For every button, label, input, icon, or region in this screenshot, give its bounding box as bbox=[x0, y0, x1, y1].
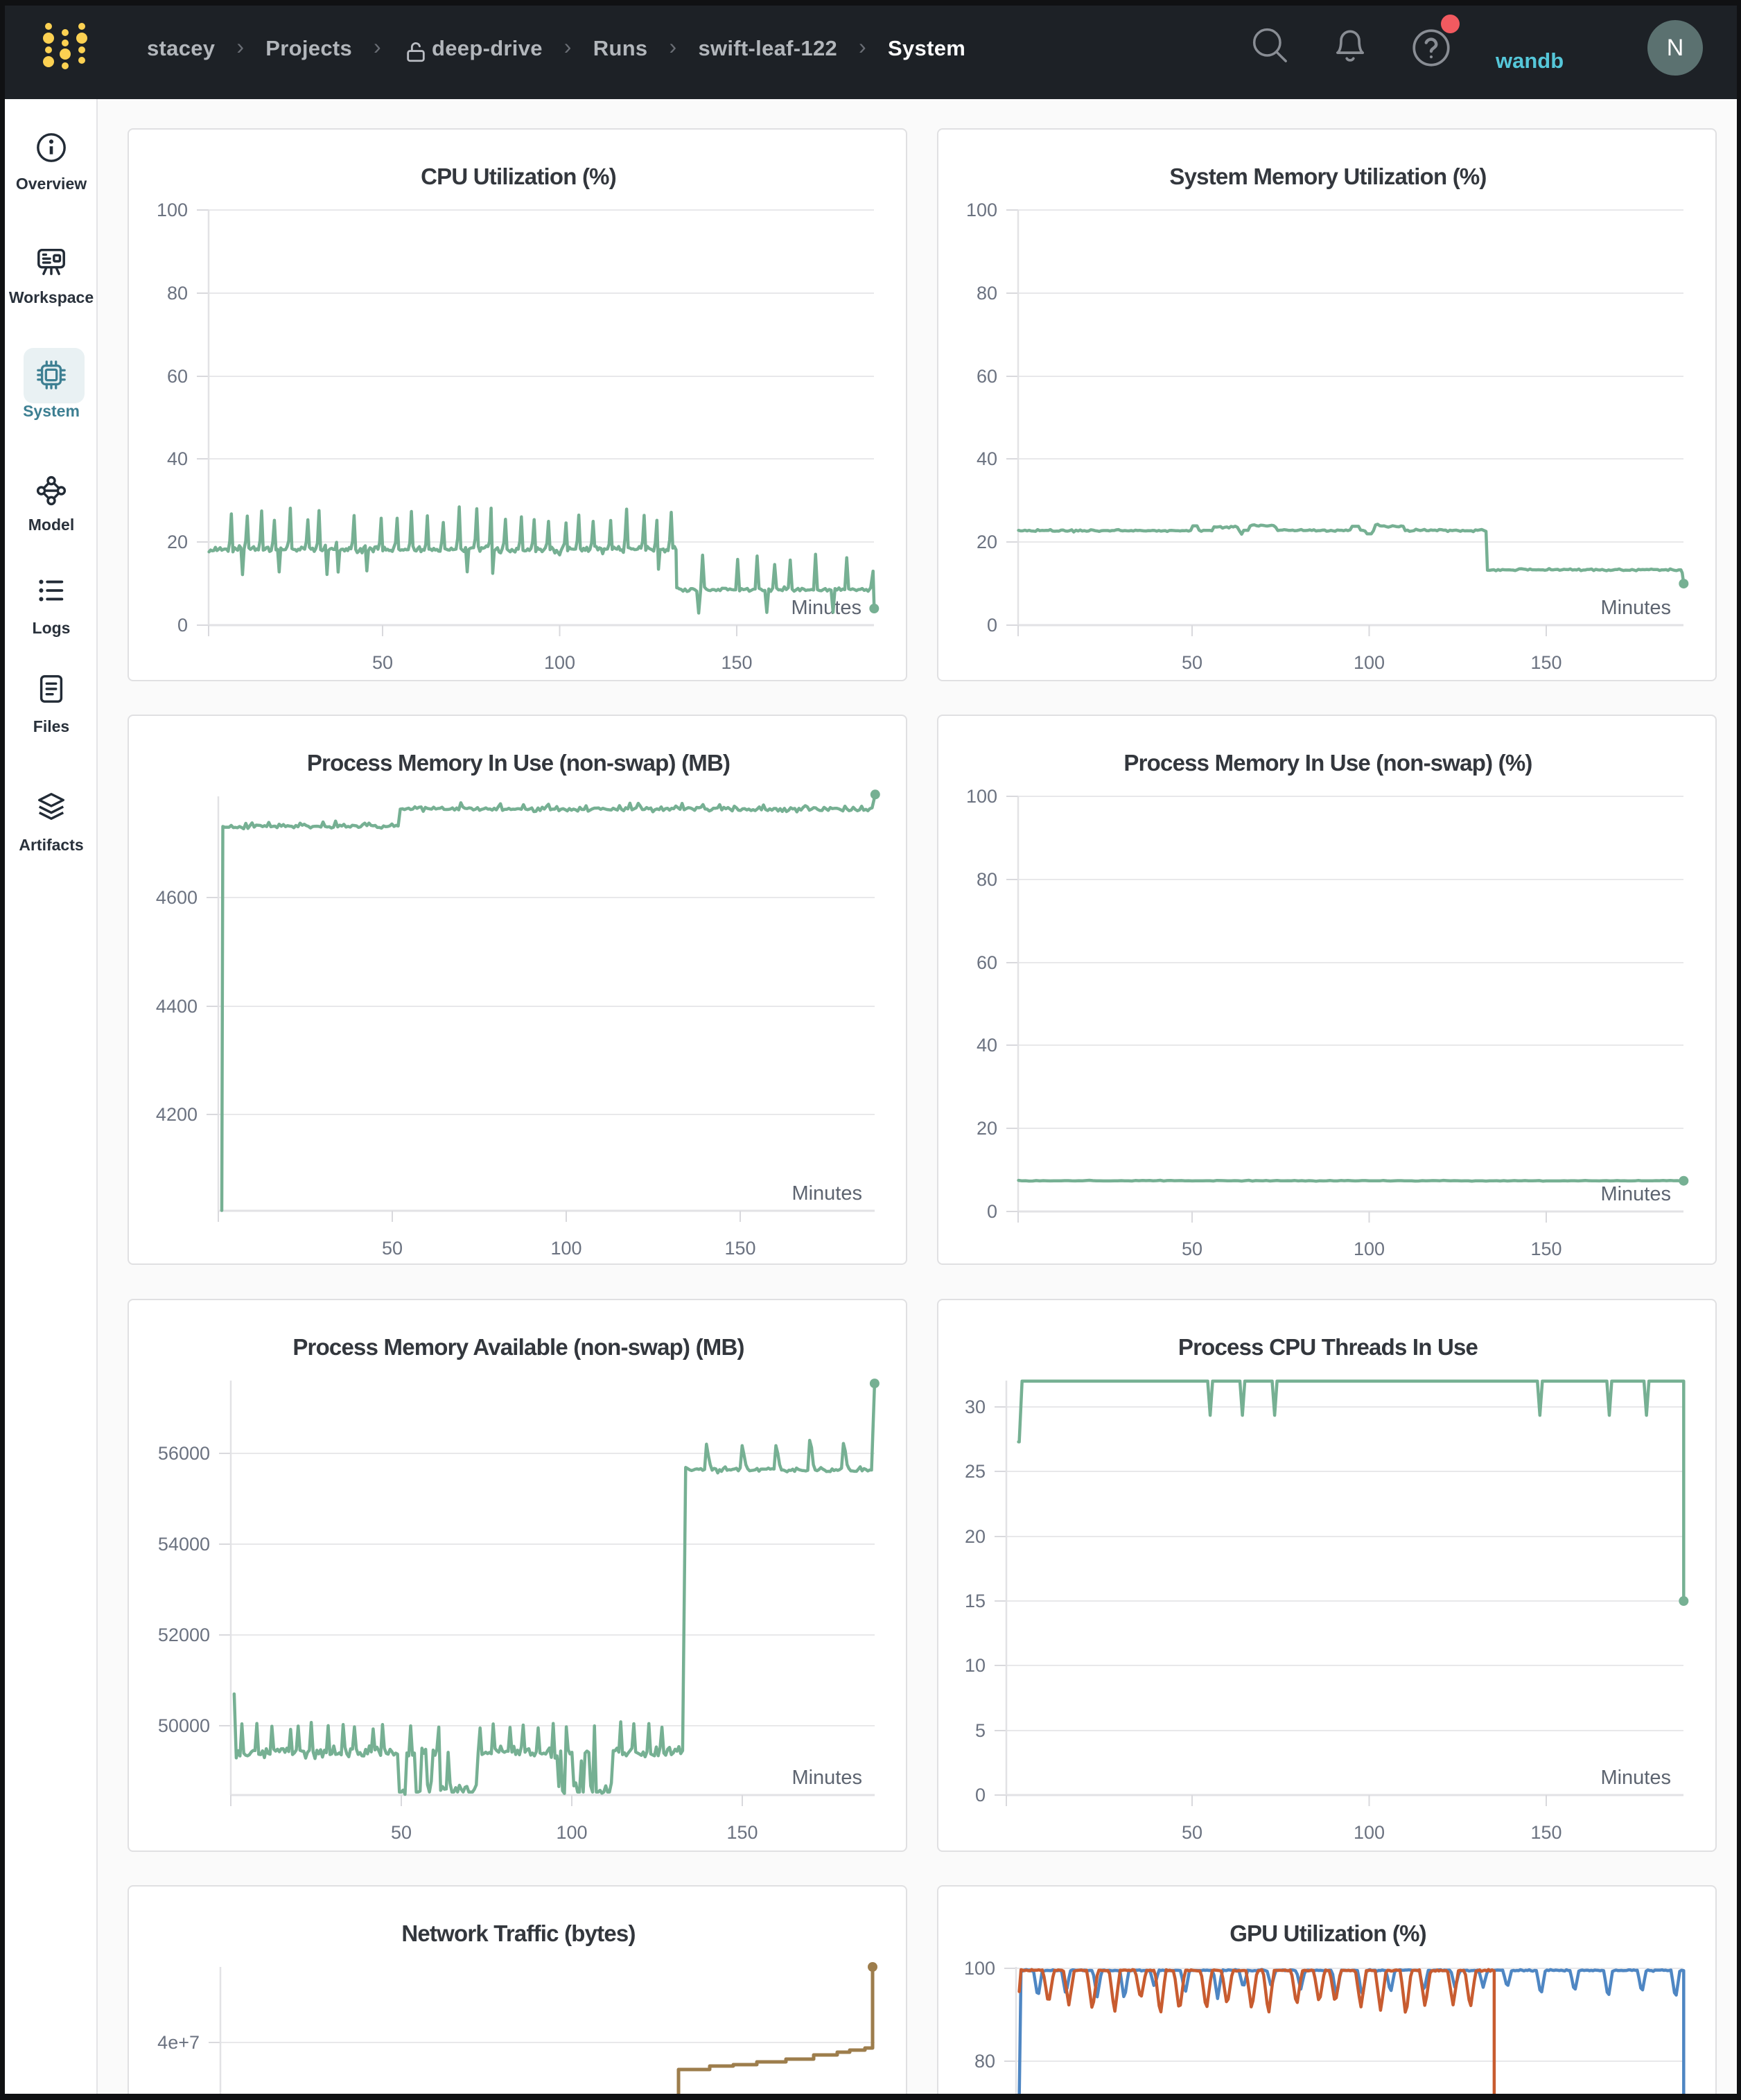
svg-text:4600: 4600 bbox=[156, 887, 198, 908]
svg-text:150: 150 bbox=[1530, 1822, 1561, 1843]
svg-text:100: 100 bbox=[1354, 1239, 1385, 1259]
svg-text:30: 30 bbox=[965, 1397, 986, 1417]
svg-text:80: 80 bbox=[167, 283, 188, 304]
svg-text:50: 50 bbox=[1182, 652, 1202, 673]
svg-text:Minutes: Minutes bbox=[791, 1182, 862, 1205]
svg-text:40: 40 bbox=[167, 448, 188, 469]
svg-text:0: 0 bbox=[987, 615, 997, 636]
svg-text:100: 100 bbox=[966, 200, 997, 220]
svg-text:100: 100 bbox=[544, 652, 575, 673]
svg-text:150: 150 bbox=[721, 652, 752, 673]
svg-text:100: 100 bbox=[1354, 1822, 1385, 1843]
svg-text:100: 100 bbox=[1354, 652, 1385, 673]
svg-text:50: 50 bbox=[1182, 1239, 1202, 1259]
svg-text:52000: 52000 bbox=[158, 1625, 210, 1645]
svg-text:40: 40 bbox=[977, 448, 997, 469]
svg-text:GPU Utilization (%): GPU Utilization (%) bbox=[1230, 1920, 1426, 1946]
svg-text:50: 50 bbox=[382, 1238, 403, 1259]
svg-text:100: 100 bbox=[556, 1822, 587, 1843]
svg-text:40: 40 bbox=[977, 1035, 997, 1056]
svg-text:15: 15 bbox=[965, 1591, 986, 1611]
svg-text:60: 60 bbox=[167, 366, 188, 387]
svg-text:80: 80 bbox=[977, 283, 997, 304]
svg-text:Minutes: Minutes bbox=[791, 597, 861, 619]
svg-text:4e+7: 4e+7 bbox=[157, 2032, 200, 2053]
svg-text:Process Memory In Use (non-swa: Process Memory In Use (non-swap) (MB) bbox=[307, 750, 730, 776]
svg-text:50000: 50000 bbox=[158, 1715, 210, 1736]
svg-text:4200: 4200 bbox=[156, 1104, 198, 1125]
svg-text:150: 150 bbox=[1530, 1239, 1561, 1259]
svg-text:150: 150 bbox=[724, 1238, 755, 1259]
svg-text:50: 50 bbox=[1182, 1822, 1202, 1843]
svg-text:60: 60 bbox=[977, 366, 997, 387]
svg-text:CPU Utilization (%): CPU Utilization (%) bbox=[421, 164, 616, 189]
svg-text:150: 150 bbox=[726, 1822, 758, 1843]
svg-text:56000: 56000 bbox=[158, 1443, 210, 1464]
svg-text:Minutes: Minutes bbox=[1600, 1767, 1671, 1789]
svg-text:0: 0 bbox=[975, 1785, 986, 1805]
svg-text:100: 100 bbox=[966, 786, 997, 807]
svg-text:Minutes: Minutes bbox=[1600, 597, 1671, 619]
svg-text:60: 60 bbox=[977, 952, 997, 973]
svg-text:5: 5 bbox=[975, 1720, 986, 1741]
svg-text:80: 80 bbox=[974, 2051, 995, 2072]
svg-text:Network Traffic (bytes): Network Traffic (bytes) bbox=[401, 1920, 635, 1946]
svg-text:20: 20 bbox=[167, 532, 188, 552]
svg-text:Process Memory Available (non-: Process Memory Available (non-swap) (MB) bbox=[292, 1334, 744, 1360]
svg-text:50: 50 bbox=[372, 652, 393, 673]
svg-text:0: 0 bbox=[177, 615, 188, 636]
svg-text:54000: 54000 bbox=[158, 1534, 210, 1555]
svg-text:80: 80 bbox=[977, 869, 997, 890]
svg-text:Process CPU Threads In Use: Process CPU Threads In Use bbox=[1178, 1334, 1478, 1360]
svg-text:4400: 4400 bbox=[156, 996, 198, 1017]
svg-text:Process Memory In Use (non-swa: Process Memory In Use (non-swap) (%) bbox=[1123, 750, 1532, 776]
svg-text:100: 100 bbox=[550, 1238, 581, 1259]
svg-text:100: 100 bbox=[964, 1958, 995, 1979]
svg-text:150: 150 bbox=[1530, 652, 1561, 673]
svg-text:Minutes: Minutes bbox=[1600, 1183, 1671, 1205]
svg-text:Minutes: Minutes bbox=[791, 1767, 862, 1789]
svg-text:100: 100 bbox=[157, 200, 188, 220]
svg-text:System Memory Utilization (%): System Memory Utilization (%) bbox=[1169, 164, 1486, 189]
svg-text:20: 20 bbox=[965, 1526, 986, 1547]
svg-text:0: 0 bbox=[987, 1201, 997, 1222]
svg-text:25: 25 bbox=[965, 1461, 986, 1482]
svg-text:20: 20 bbox=[977, 1118, 997, 1139]
svg-text:10: 10 bbox=[965, 1655, 986, 1676]
svg-text:20: 20 bbox=[977, 532, 997, 552]
svg-text:50: 50 bbox=[391, 1822, 412, 1843]
